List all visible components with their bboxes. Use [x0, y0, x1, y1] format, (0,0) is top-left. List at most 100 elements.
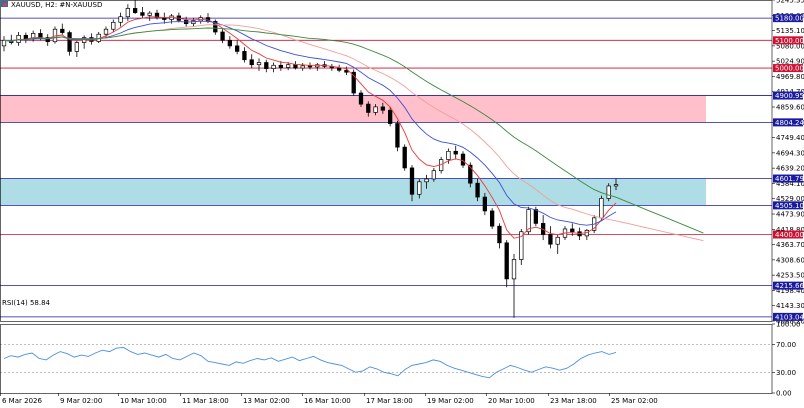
x-tick-label-6: 16 Mar 10:00 [304, 397, 351, 405]
zone-1 [0, 96, 706, 123]
candle-body-38 [272, 65, 276, 68]
y-tick-label-10: 4749.40 [776, 134, 804, 142]
rsi-line [4, 348, 616, 378]
candle-body-31 [221, 32, 225, 40]
candle-body-74 [534, 210, 538, 224]
candle-body-52 [374, 107, 378, 113]
candle-body-69 [498, 226, 502, 243]
candle-body-4 [24, 35, 28, 39]
y-tick-label-15: 4473.90 [776, 211, 804, 219]
candle-body-84 [607, 186, 611, 198]
x-tick-label-1: 6 Mar 2026 [2, 397, 42, 405]
candle-body-1 [2, 40, 6, 46]
candle-body-18 [126, 8, 130, 16]
candle-body-19 [133, 8, 137, 12]
candle-body-9 [60, 29, 64, 32]
candle-body-6 [39, 33, 43, 37]
candle-body-32 [228, 40, 232, 46]
main-pane[interactable] [0, 0, 772, 318]
candle-body-20 [141, 13, 145, 16]
symbol-label: XAUUSD, H2: #N-XAUUSD [11, 1, 102, 9]
candle-body-62 [447, 151, 451, 159]
candle-body-35 [250, 60, 254, 65]
candle-body-37 [264, 63, 268, 69]
x-tick-label-10: 23 Mar 18:00 [550, 397, 597, 405]
candle-body-41 [294, 65, 298, 68]
candle-body-15 [104, 29, 108, 34]
candle-body-56 [403, 147, 407, 168]
candle-body-63 [454, 151, 458, 154]
candle-body-79 [570, 229, 574, 232]
candle-body-76 [549, 235, 553, 245]
candle-body-71 [512, 259, 516, 278]
y-tick-label-18: 4308.60 [776, 256, 804, 264]
y-tick-label-3: 5135.10 [776, 27, 804, 35]
y-tick-label-19: 4253.50 [776, 272, 804, 280]
candle-body-57 [410, 168, 414, 194]
candle-body-60 [432, 171, 436, 179]
price-label-8: 4400.00 [775, 231, 804, 239]
rsi-pane-border [1, 325, 773, 394]
y-tick-label-8: 4859.60 [776, 104, 804, 112]
x-tick-label-11: 25 Mar 02:00 [611, 397, 658, 405]
candle-body-40 [286, 65, 290, 68]
y-tick-label-6: 4969.80 [776, 73, 804, 81]
rsi-tick-label-2: 70.00 [776, 341, 796, 349]
x-tick-label-5: 13 Mar 02:00 [243, 397, 290, 405]
candle-body-21 [148, 13, 152, 15]
y-tick-label-17: 4363.70 [776, 241, 804, 249]
x-tick-label-2: 9 Mar 02:00 [60, 397, 102, 405]
candle-body-53 [381, 107, 385, 110]
price-label-4: 4900.95 [775, 92, 804, 100]
candle-body-43 [308, 66, 312, 67]
price-label-6: 4601.79 [775, 175, 804, 183]
candle-body-64 [461, 154, 465, 165]
rsi-tick-label-4: 0.00 [776, 390, 792, 398]
candle-body-55 [396, 124, 400, 148]
candle-body-83 [600, 198, 604, 217]
candle-body-54 [388, 110, 392, 123]
x-tick-label-4: 11 Mar 18:00 [182, 397, 229, 405]
candle-body-68 [490, 211, 494, 226]
candle-body-11 [75, 43, 79, 52]
price-label-5: 4804.24 [775, 119, 804, 127]
candle-body-51 [366, 104, 370, 112]
candle-body-58 [417, 182, 421, 194]
candle-body-10 [68, 33, 72, 52]
x-tick-label-7: 17 Mar 18:00 [366, 397, 413, 405]
price-label-1: 5180.00 [775, 15, 804, 23]
candle-body-33 [235, 46, 239, 52]
candle-body-47 [337, 68, 341, 70]
rsi-pane[interactable] [0, 345, 772, 378]
candle-body-36 [257, 63, 261, 65]
candle-body-66 [476, 183, 480, 197]
y-tick-label-1: 5245.35 [776, 0, 804, 5]
y-tick-label-21: 4143.30 [776, 302, 804, 310]
candle-body-85 [614, 185, 618, 186]
y-tick-label-11: 4694.30 [776, 149, 804, 157]
price-label-9: 4215.66 [775, 282, 804, 290]
symbol-icon-inner [3, 3, 7, 6]
candle-body-50 [359, 93, 363, 104]
ma-salmon-line [4, 25, 703, 241]
candle-body-34 [243, 51, 247, 59]
candle-body-70 [505, 243, 509, 279]
y-tick-label-12: 4639.20 [776, 165, 804, 173]
x-tick-label-8: 19 Mar 02:00 [427, 397, 474, 405]
candle-body-42 [301, 66, 305, 68]
candle-body-17 [119, 17, 123, 23]
rsi-tick-label-1: 100.00 [776, 321, 801, 329]
candle-body-39 [279, 65, 283, 67]
candle-body-65 [468, 165, 472, 183]
price-label-7: 4505.10 [775, 202, 804, 210]
rsi-indicator-label: RSI(14) 58.84 [2, 299, 51, 307]
price-label-3: 5000.00 [775, 65, 804, 73]
rsi-tick-label-3: 30.00 [776, 369, 796, 377]
candle-body-16 [111, 22, 115, 29]
candle-body-77 [556, 237, 560, 244]
main-pane-border [1, 1, 773, 322]
x-tick-label-9: 20 Mar 10:00 [488, 397, 535, 405]
candle-body-67 [483, 197, 487, 211]
